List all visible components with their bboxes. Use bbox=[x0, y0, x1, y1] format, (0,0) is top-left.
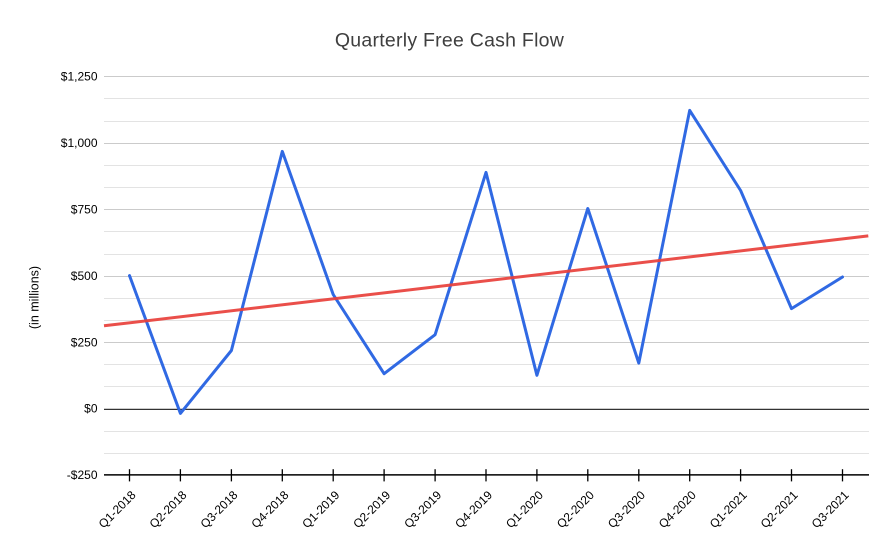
svg-text:$250: $250 bbox=[71, 335, 98, 349]
svg-text:Quarterly Free Cash Flow: Quarterly Free Cash Flow bbox=[335, 30, 565, 52]
svg-text:$1,000: $1,000 bbox=[61, 136, 98, 150]
svg-text:-$250: -$250 bbox=[67, 468, 98, 482]
svg-text:$1,250: $1,250 bbox=[61, 70, 98, 84]
svg-text:$0: $0 bbox=[84, 402, 98, 416]
svg-text:$750: $750 bbox=[71, 203, 98, 217]
svg-text:(in millions): (in millions) bbox=[27, 266, 41, 329]
svg-text:$500: $500 bbox=[71, 269, 98, 283]
